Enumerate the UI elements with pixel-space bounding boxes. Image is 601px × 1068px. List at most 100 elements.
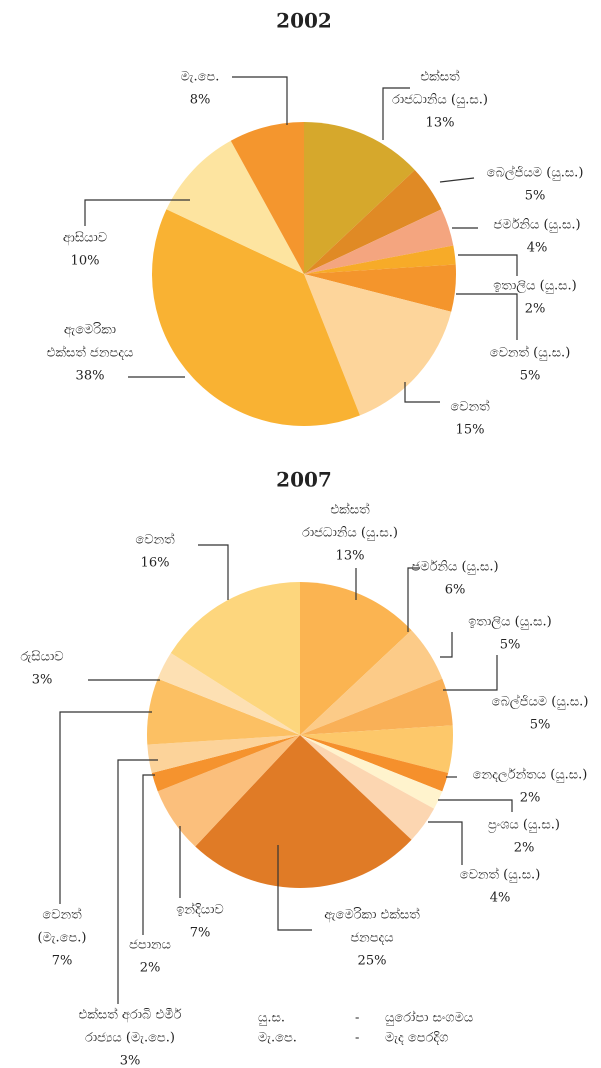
pie-slice <box>300 678 453 735</box>
slice-label: එක්සත් <box>330 501 370 517</box>
value-label: 5% <box>530 718 551 733</box>
slice-label: ප්‍රංශය (යු.ස.) <box>488 818 560 833</box>
value-label: 13% <box>426 116 455 131</box>
pie-slice <box>170 582 300 735</box>
value-label: 5% <box>520 369 541 384</box>
pie-slice <box>166 140 304 274</box>
value-label: 13% <box>336 549 365 564</box>
value-label: 6% <box>445 583 466 598</box>
slice-label: රාජධානිය (යු.ස.) <box>302 526 398 541</box>
slice-label: මැ.පෙ. <box>181 70 220 85</box>
chart-title: 2007 <box>276 468 332 492</box>
leader-line <box>382 87 410 140</box>
value-label: 8% <box>190 93 211 108</box>
pie-slice <box>300 725 453 774</box>
value-label: 7% <box>52 954 73 969</box>
slice-label: වෙනත් (යු.ස.) <box>490 344 571 360</box>
slice-label: ඉතාලිය (යු.ස.) <box>468 615 551 630</box>
leader-line <box>407 567 420 632</box>
pie-slice <box>195 735 412 888</box>
slice-label: (මැ.පෙ.) <box>37 931 86 946</box>
leader-line <box>84 199 190 226</box>
pie-slice <box>230 122 304 274</box>
slice-label: ජනපදය <box>350 931 393 946</box>
pie-slice <box>300 735 449 792</box>
slice-label: වෙනත් (යු.ස.) <box>460 866 541 882</box>
slice-label: ඇමෙරිකා <box>64 322 116 338</box>
pie-slice <box>304 122 415 274</box>
value-label: 7% <box>190 926 211 941</box>
slice-label: එක්සත් <box>420 68 460 84</box>
pie-slice <box>151 735 300 792</box>
slice-label: එක්සත් අරාබි එමීර් <box>79 1006 182 1022</box>
value-label: 2% <box>525 302 546 317</box>
value-label: 2% <box>140 961 161 976</box>
pie-slice <box>304 169 442 274</box>
value-label: 15% <box>456 423 485 438</box>
pie-slice <box>157 735 300 847</box>
note-abbr: යු.ස. <box>258 1011 285 1026</box>
pie-slice <box>147 735 300 774</box>
leader-line <box>198 544 229 600</box>
slice-label: ජර්මනිය (යු.ස.) <box>493 217 580 233</box>
slice-label: රාජ්‍යය (මැ.පෙ.) <box>85 1031 175 1046</box>
pie-slice <box>304 274 452 416</box>
pie-slice <box>157 653 300 735</box>
leader-line <box>117 759 158 1004</box>
slice-label: බෙල්ජියම (යු.ස.) <box>492 693 589 709</box>
pie-slice <box>152 209 360 426</box>
slice-label: වෙනත් <box>450 398 490 414</box>
leader-line <box>404 382 440 403</box>
pie-slice <box>147 678 300 745</box>
value-label: 25% <box>358 954 387 969</box>
note-dash: - <box>355 1031 359 1046</box>
leader-line <box>142 774 155 935</box>
pie-slice <box>300 630 443 735</box>
slice-label: ආසියාව <box>63 231 107 246</box>
pie-slice <box>304 264 456 312</box>
leader-line <box>440 632 453 658</box>
slice-label: බෙල්ජියම (යු.ස.) <box>487 164 584 180</box>
pie-slice <box>304 245 456 274</box>
value-label: 3% <box>120 1054 141 1068</box>
note-dash: - <box>355 1011 359 1026</box>
value-label: 4% <box>490 891 511 906</box>
pie-slice <box>300 582 412 735</box>
leader-line <box>59 711 152 904</box>
value-label: 5% <box>500 638 521 653</box>
value-label: 16% <box>141 556 170 571</box>
value-label: 10% <box>71 254 100 269</box>
pie-slice <box>300 735 435 840</box>
value-label: 4% <box>527 241 548 256</box>
leader-line <box>439 177 475 183</box>
value-label: 3% <box>32 673 53 688</box>
value-label: 2% <box>520 791 541 806</box>
slice-label: රුසියාව <box>20 650 63 665</box>
leader-line <box>458 254 518 276</box>
leader-line <box>232 76 288 125</box>
note-meaning: මැද පෙරදිග <box>385 1031 448 1046</box>
slice-label: ජපානය <box>129 938 171 953</box>
slice-label: ඉතාලිය (යු.ස.) <box>493 279 576 294</box>
value-label: 5% <box>525 189 546 204</box>
slice-label: ඉන්දියාව <box>176 901 223 917</box>
leader-line <box>443 655 498 691</box>
slice-label: වෙනත් <box>135 531 175 547</box>
leader-line <box>277 845 312 931</box>
note-abbr: මැ.පෙ. <box>258 1031 297 1046</box>
slice-label: වෙනත් <box>42 906 82 922</box>
leader-line <box>438 799 513 812</box>
note-meaning: යුරෝපා සංගමය <box>385 1010 473 1026</box>
slice-label: රාජධානිය (යු.ස.) <box>392 93 488 108</box>
pie-slice <box>300 735 443 809</box>
value-label: 2% <box>514 841 535 856</box>
value-label: 38% <box>76 369 105 384</box>
leader-line <box>456 293 518 340</box>
pie-slice <box>304 209 454 274</box>
slice-label: නෙදර්ලන්තය (යු.ස.) <box>473 766 588 782</box>
chart-title: 2002 <box>276 9 332 33</box>
slice-label: ඇමෙරිකා එක්සත් <box>324 906 420 922</box>
slice-label: එක්සත් ජනපදය <box>47 344 134 360</box>
slice-label: ජර්මනිය (යු.ස.) <box>411 559 498 575</box>
